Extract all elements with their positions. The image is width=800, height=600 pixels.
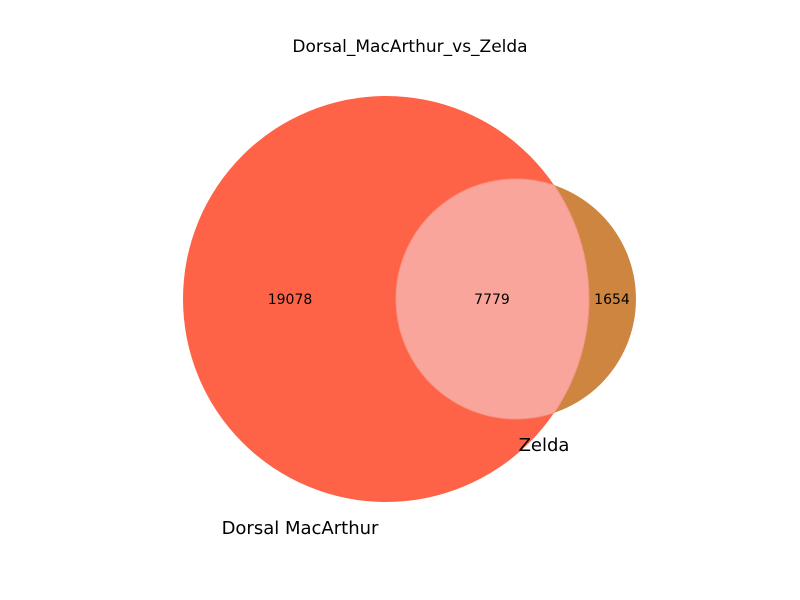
chart-title: Dorsal_MacArthur_vs_Zelda <box>292 37 527 57</box>
only-a-count: 19078 <box>268 292 313 308</box>
overlap-region <box>395 178 590 420</box>
set-a-label: Dorsal MacArthur <box>222 518 379 539</box>
set-b-label: Zelda <box>519 435 570 456</box>
only-b-count: 1654 <box>594 292 630 308</box>
overlap-count: 7779 <box>474 292 510 308</box>
